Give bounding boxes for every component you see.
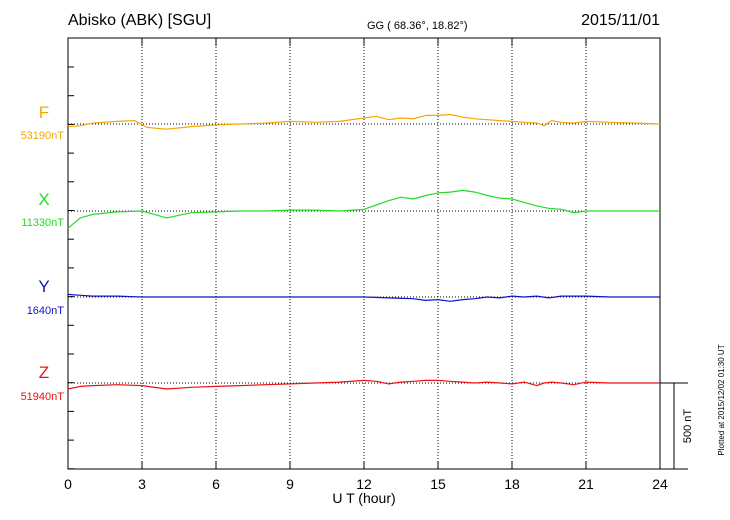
x-axis-label: U T (hour) bbox=[332, 490, 395, 506]
series-line-x bbox=[67, 189, 660, 229]
vertical-grid bbox=[141, 38, 587, 469]
series-labels: F 53190nT X 11330nT Y 1640nT Z 51940nT bbox=[21, 103, 65, 403]
x-tick-label: 9 bbox=[286, 476, 294, 492]
x-tick-label: 21 bbox=[578, 476, 594, 492]
baseline-label-f: 53190nT bbox=[21, 130, 65, 142]
x-tick-label: 12 bbox=[356, 476, 372, 492]
plotted-timestamp: Plotted at 2015/12/02 01:30 UT bbox=[717, 344, 726, 455]
baseline-label-y: 1640nT bbox=[27, 305, 65, 317]
series-name-z: Z bbox=[39, 363, 49, 382]
x-tick-label: 15 bbox=[430, 476, 446, 492]
x-tick-label: 3 bbox=[138, 476, 146, 492]
y-tick-marks bbox=[68, 66, 74, 470]
series-line-z bbox=[67, 379, 660, 390]
scale-bar: 500 nT bbox=[660, 382, 694, 470]
series-name-x: X bbox=[38, 190, 49, 209]
baseline-label-z: 51940nT bbox=[21, 391, 65, 403]
scale-bar-label: 500 nT bbox=[682, 409, 694, 444]
station-title: Abisko (ABK) [SGU] bbox=[68, 12, 211, 29]
x-tick-label: 24 bbox=[652, 476, 668, 492]
baseline-label-x: 11330nT bbox=[21, 217, 64, 229]
x-tick-label: 0 bbox=[64, 476, 72, 492]
x-axis: 0 3 6 9 12 15 18 21 24 bbox=[64, 38, 668, 492]
coordinates-label: GG ( 68.36°, 18.82°) bbox=[367, 20, 468, 32]
series-line-y bbox=[67, 293, 660, 302]
series-line-f bbox=[67, 113, 661, 130]
date-label: 2015/11/01 bbox=[581, 12, 660, 29]
x-tick-label: 6 bbox=[212, 476, 220, 492]
series-name-y: Y bbox=[38, 277, 49, 296]
series-group bbox=[67, 113, 661, 390]
series-name-f: F bbox=[39, 103, 49, 122]
x-tick-label: 18 bbox=[504, 476, 520, 492]
